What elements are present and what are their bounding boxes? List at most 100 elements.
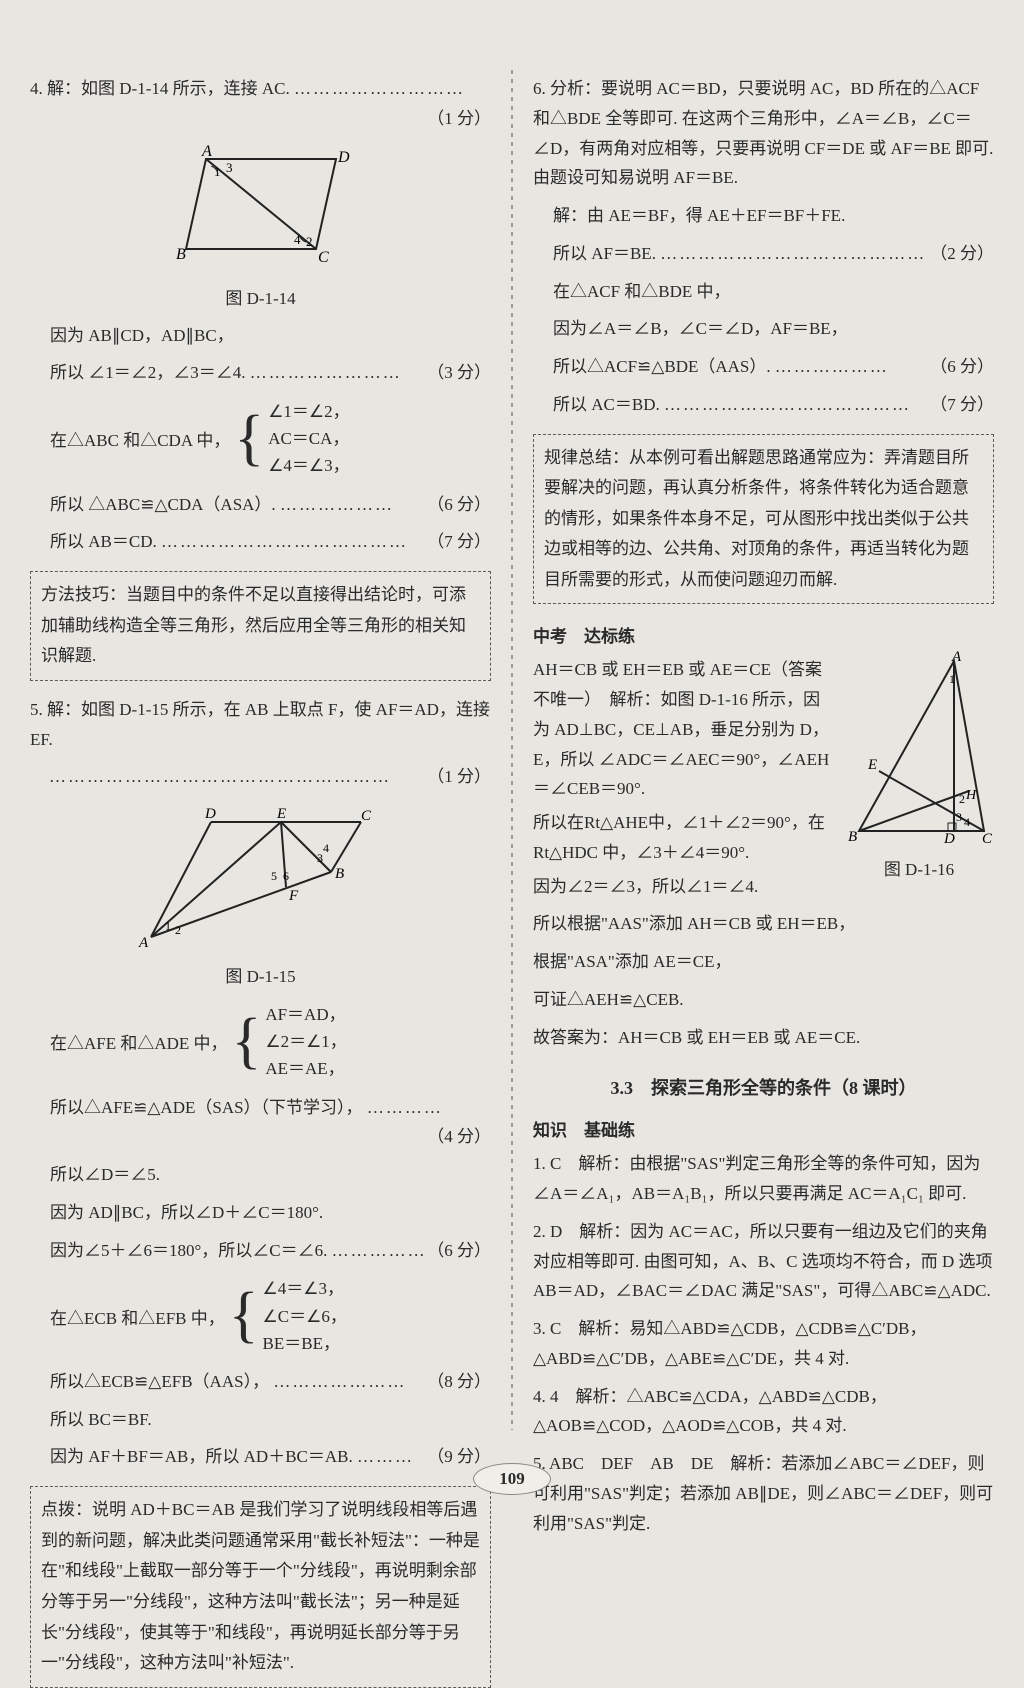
zk-body1: AH＝CB 或 EH＝EB 或 AE＝CE（答案不唯一） 解析：如图 D-1-1… (533, 655, 836, 804)
svg-text:C: C (318, 249, 329, 266)
q5-l7: 因为 AF＋BF＝AB，所以 AD＋BC＝AB. ……… （9 分） (30, 1442, 491, 1472)
brace-item: ∠1＝∠2， (268, 398, 349, 425)
q6-l6-score: （7 分） (930, 390, 994, 420)
q6-l2-text: 所以 AF＝BE. (553, 244, 656, 263)
q4-l3: 所以 △ABC≌△CDA（ASA）. ……………… （6 分） (30, 490, 491, 520)
q4-l4: 所以 AB＝CD. ………………………………… （7 分） (30, 527, 491, 557)
dots: ……………… (775, 352, 889, 382)
brace-symbol: { (229, 1288, 259, 1344)
brace-item: AF＝AD， (265, 1001, 346, 1028)
svg-text:D: D (204, 806, 216, 822)
dots: ………………………………… (161, 527, 408, 557)
brace-item: ∠4＝∠3， (263, 1275, 347, 1302)
section-3-3-title: 3.3 探索三角形全等的条件（8 课时） (533, 1074, 994, 1100)
svg-text:F: F (288, 888, 299, 904)
brace-item: AC＝CA， (268, 425, 349, 452)
q6-l1: 解：由 AE＝BF，得 AE＋EF＝BF＋FE. (533, 201, 994, 231)
q6-l4: 因为∠A＝∠B，∠C＝∠D，AF＝BE， (533, 314, 994, 344)
q4-l3-score: （6 分） (427, 490, 491, 520)
left-column: 4. 解：如图 D-1-14 所示，连接 AC. ……………………… （1 分）… (30, 70, 491, 1430)
s33-q1: 1. C 解析：由根据"SAS"判定三角形全等的条件可知，因为∠A＝∠A₁，AB… (533, 1149, 994, 1209)
q5-head-score: （1 分） (427, 762, 491, 792)
svg-text:E: E (867, 757, 877, 773)
q6-l6-text: 所以 AC＝BD. (553, 395, 660, 414)
q4-head-score: （1 分） (427, 104, 491, 134)
q6-l2-score: （2 分） (930, 239, 994, 269)
q6-l6: 所以 AC＝BD. ………………………………… （7 分） (533, 390, 994, 420)
svg-text:1: 1 (949, 672, 955, 686)
q5-l4: 因为∠5＋∠6＝180°，所以∠C＝∠6. …………… （6 分） (30, 1236, 491, 1266)
svg-text:4: 4 (964, 815, 970, 829)
svg-text:3: 3 (956, 810, 962, 824)
q5-head: 5. 解：如图 D-1-15 所示，在 AB 上取点 F，使 AF＝AD，连接 … (30, 695, 491, 755)
dots: ………… (367, 1093, 443, 1123)
q4-tip-box: 方法技巧：当题目中的条件不足以直接得出结论时，可添加辅助线构造全等三角形，然后应… (30, 571, 491, 681)
svg-text:2: 2 (175, 923, 181, 937)
svg-text:4: 4 (294, 232, 301, 247)
brace-item: ∠4＝∠3， (268, 452, 349, 479)
q5-l2: 所以∠D＝∠5. (30, 1160, 491, 1190)
q4-l2-score: （3 分） (427, 358, 491, 388)
svg-text:3: 3 (226, 160, 233, 175)
q5-brace1: 在△AFE 和△ADE 中， { AF＝AD， ∠2＝∠1， AE＝AE， (50, 1001, 491, 1083)
q6-head: 6. 分析：要说明 AC＝BD，只要说明 AC，BD 所在的△ACF 和△BDE… (533, 74, 994, 193)
dots: ……………… (280, 490, 394, 520)
brace-symbol: { (232, 1014, 262, 1070)
s33-q5: 5. ABC DEF AB DE 解析：若添加∠ABC＝∠DEF，则可利用"SA… (533, 1449, 994, 1538)
q6-l5-text: 所以△ACF≌△BDE（AAS）. (553, 357, 771, 376)
s33-q4: 4. 4 解析：△ABC≌△CDA，△ABD≌△CDB，△AOB≌△COD，△A… (533, 1382, 994, 1442)
dots: …………… (332, 1236, 427, 1266)
q4-l3-text: 所以 △ABC≌△CDA（ASA）. (50, 495, 276, 514)
brace-item: AE＝AE， (265, 1055, 346, 1082)
q6-l5-score: （6 分） (930, 352, 994, 382)
section-3-3-sub: 知识 基础练 (533, 1116, 994, 1141)
figure-d-1-14: A D B C 1 3 4 2 (30, 144, 491, 274)
dots: …………………… (250, 358, 402, 388)
svg-text:1: 1 (165, 919, 171, 933)
svg-text:B: B (176, 246, 186, 263)
q5-brace2-pre: 在△ECB 和△EFB 中， (50, 1304, 225, 1329)
svg-text:5: 5 (271, 869, 277, 883)
svg-text:C: C (982, 831, 993, 847)
svg-text:6: 6 (283, 869, 289, 883)
dots: ………………………………… (664, 390, 911, 420)
zk-body4: 所以根据"AAS"添加 AH＝CB 或 EH＝EB， (533, 909, 994, 939)
fig-d-1-16-caption: 图 D-1-16 (844, 855, 994, 880)
q5-l1: 所以△AFE≌△ADE（SAS）（下节学习）， ………… （4 分） (30, 1093, 491, 1153)
brace-item: ∠C＝∠6， (263, 1303, 347, 1330)
dots: ……… (357, 1442, 414, 1472)
fig-d-1-14-caption: 图 D-1-14 (30, 284, 491, 309)
q4-l2: 所以 ∠1＝∠2，∠3＝∠4. …………………… （3 分） (30, 358, 491, 388)
zk-body3: 因为∠2＝∠3，所以∠1＝∠4. (533, 872, 836, 902)
svg-text:C: C (361, 808, 372, 824)
q5-l5-text: 所以△ECB≌△EFB（AAS）， (50, 1372, 269, 1391)
svg-text:B: B (848, 829, 857, 845)
q5-l5-score: （8 分） (427, 1367, 491, 1397)
zk-body2: 所以在Rt△AHE中，∠1＋∠2＝90°，在Rt△HDC 中，∠3＋∠4＝90°… (533, 808, 836, 868)
q6-l5: 所以△ACF≌△BDE（AAS）. ……………… （6 分） (533, 352, 994, 382)
svg-text:A: A (138, 935, 149, 951)
q5-l5: 所以△ECB≌△EFB（AAS）， ………………… （8 分） (30, 1367, 491, 1397)
q5-l1-score: （4 分） (427, 1122, 491, 1152)
zk-body6: 可证△AEH≌△CEB. (533, 985, 994, 1015)
q6-tip-box: 规律总结：从本例可看出解题思路通常应为：弄清题目所要解决的问题，再认真分析条件，… (533, 434, 994, 605)
q6-l2: 所以 AF＝BE. …………………………………… （2 分） (533, 239, 994, 269)
q5-l4-text: 因为∠5＋∠6＝180°，所以∠C＝∠6. (50, 1241, 327, 1260)
zk-body5: 根据"ASA"添加 AE＝CE， (533, 947, 994, 977)
q5-l3: 因为 AD∥BC，所以∠D＋∠C＝180°. (30, 1198, 491, 1228)
q4-brace-pre: 在△ABC 和△CDA 中， (50, 426, 230, 451)
dots: ……………………………………………… (30, 762, 391, 792)
svg-text:H: H (965, 788, 977, 803)
q5-brace2: 在△ECB 和△EFB 中， { ∠4＝∠3， ∠C＝∠6， BE＝BE， (50, 1275, 491, 1357)
q5-brace1-items: AF＝AD， ∠2＝∠1， AE＝AE， (265, 1001, 346, 1083)
q5-l4-score: （6 分） (427, 1236, 491, 1266)
page-content: 4. 解：如图 D-1-14 所示，连接 AC. ……………………… （1 分）… (30, 70, 994, 1430)
q5-brace1-pre: 在△AFE 和△ADE 中， (50, 1029, 228, 1054)
zk-text-block: AH＝CB 或 EH＝EB 或 AE＝CE（答案不唯一） 解析：如图 D-1-1… (533, 651, 836, 905)
q4-l1: 因为 AB∥CD，AD∥BC， (30, 321, 491, 351)
q5-l6: 所以 BC＝BF. (30, 1405, 491, 1435)
dots: ……………………… (294, 74, 465, 104)
svg-text:D: D (337, 149, 350, 166)
zk-body7: 故答案为：AH＝CB 或 EH＝EB 或 AE＝CE. (533, 1023, 994, 1053)
zk-with-figure: AH＝CB 或 EH＝EB 或 AE＝CE（答案不唯一） 解析：如图 D-1-1… (533, 651, 994, 905)
